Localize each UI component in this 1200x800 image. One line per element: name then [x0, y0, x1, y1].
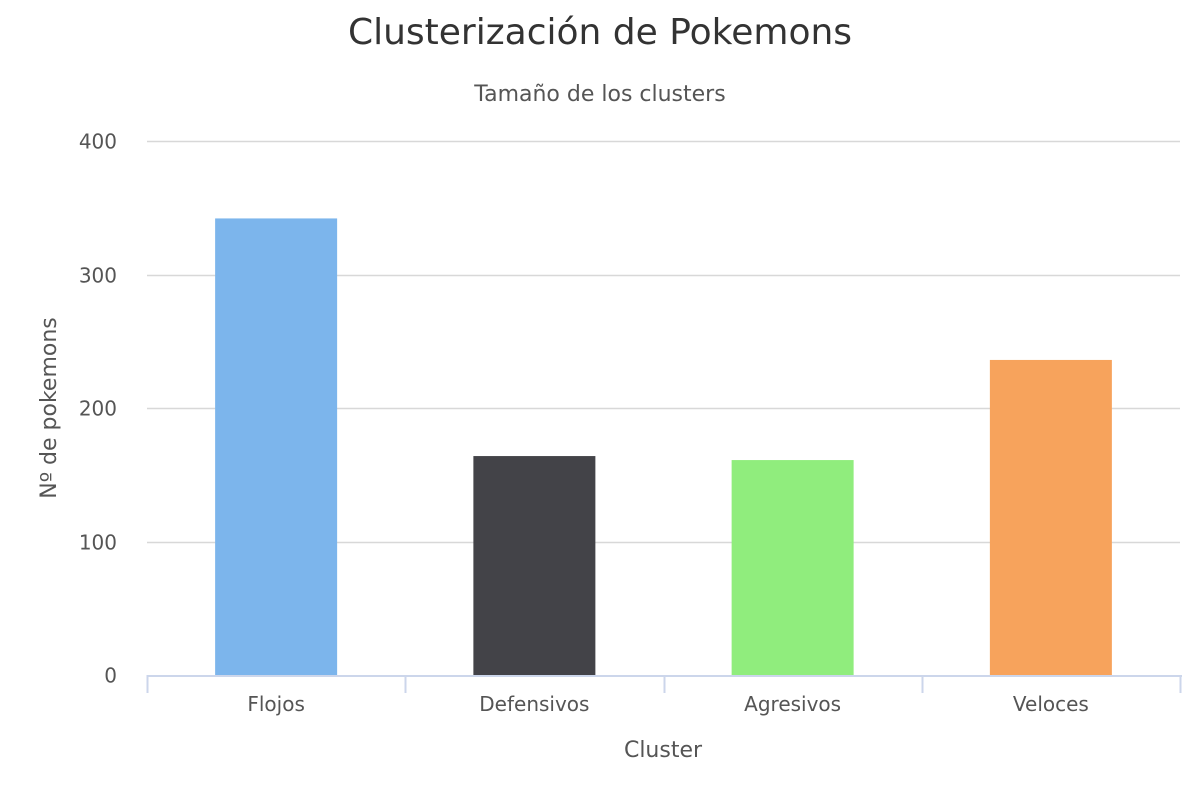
x-tick-label: Veloces — [1013, 692, 1089, 716]
y-axis-ticks: 0 100 200 300 400 — [79, 130, 117, 688]
chart-title: Clusterización de Pokemons — [347, 12, 853, 53]
y-tick-label: 300 — [79, 264, 117, 288]
bar-veloces[interactable] — [989, 359, 1112, 675]
bars — [215, 218, 1112, 675]
y-tick-label: 0 — [104, 664, 117, 688]
bar-agresivos[interactable] — [731, 460, 854, 675]
bar-flojos[interactable] — [215, 218, 338, 675]
bar-defensivos[interactable] — [473, 456, 596, 675]
y-tick-label: 400 — [79, 130, 117, 154]
x-tick-label: Defensivos — [479, 692, 589, 716]
x-tick-label: Agresivos — [744, 692, 841, 716]
x-axis-label: Cluster — [624, 738, 703, 763]
y-tick-label: 100 — [79, 531, 117, 555]
chart-subtitle: Tamaño de los clusters — [474, 82, 726, 107]
x-tick-label: Flojos — [247, 692, 305, 716]
x-axis: Flojos Defensivos Agresivos Veloces — [146, 675, 1182, 716]
y-tick-label: 200 — [79, 397, 117, 421]
y-axis-label: Nº de pokemons — [37, 317, 62, 499]
